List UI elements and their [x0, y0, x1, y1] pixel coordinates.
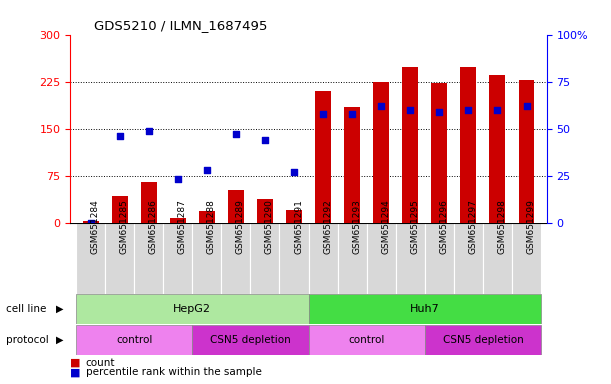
Bar [112, 196, 128, 223]
Point [260, 137, 270, 143]
Bar [76, 223, 105, 294]
Text: GSM651290: GSM651290 [265, 199, 274, 254]
Bar [309, 325, 425, 354]
Point [434, 109, 444, 115]
Text: GSM651291: GSM651291 [294, 199, 303, 254]
Text: protocol: protocol [6, 335, 49, 345]
Text: Huh7: Huh7 [410, 304, 440, 314]
Point [86, 220, 95, 226]
Text: control: control [116, 335, 152, 345]
Bar [425, 223, 454, 294]
Bar [257, 199, 273, 223]
Bar [76, 295, 309, 324]
Bar [286, 210, 302, 223]
Text: GSM651295: GSM651295 [410, 199, 419, 254]
Bar [228, 190, 244, 223]
Bar [454, 223, 483, 294]
Bar [431, 83, 447, 223]
Text: GSM651297: GSM651297 [469, 199, 477, 254]
Text: GSM651299: GSM651299 [527, 199, 535, 254]
Text: GSM651289: GSM651289 [236, 199, 245, 254]
Bar [76, 325, 192, 354]
Point [115, 133, 125, 139]
Text: CSN5 depletion: CSN5 depletion [442, 335, 523, 345]
Text: CSN5 depletion: CSN5 depletion [210, 335, 291, 345]
Bar [163, 223, 192, 294]
Bar [315, 91, 331, 223]
Bar [373, 82, 389, 223]
Bar [192, 325, 309, 354]
Text: count: count [86, 358, 115, 368]
Bar [344, 107, 360, 223]
Point [231, 131, 241, 137]
Bar [396, 223, 425, 294]
Bar [82, 222, 98, 223]
Bar [483, 223, 512, 294]
Bar [134, 223, 163, 294]
Bar [461, 67, 477, 223]
Text: GSM651296: GSM651296 [439, 199, 448, 254]
Bar [489, 75, 505, 223]
Point [289, 169, 299, 175]
Point [173, 176, 183, 182]
Text: ■: ■ [70, 367, 81, 377]
Bar [425, 325, 541, 354]
Point [464, 107, 474, 113]
Point [144, 127, 153, 134]
Point [347, 111, 357, 117]
Text: cell line: cell line [6, 304, 46, 314]
Text: GSM651288: GSM651288 [207, 199, 216, 254]
Point [318, 111, 328, 117]
Text: GSM651285: GSM651285 [120, 199, 129, 254]
Text: percentile rank within the sample: percentile rank within the sample [86, 367, 262, 377]
Bar [519, 80, 535, 223]
Text: ▶: ▶ [56, 335, 64, 345]
Bar [170, 218, 186, 223]
Point [202, 167, 212, 173]
Point [405, 107, 415, 113]
Text: GDS5210 / ILMN_1687495: GDS5210 / ILMN_1687495 [94, 19, 268, 32]
Bar [309, 223, 338, 294]
Bar [199, 212, 215, 223]
Text: ▶: ▶ [56, 304, 64, 314]
Text: GSM651286: GSM651286 [148, 199, 158, 254]
Text: ■: ■ [70, 358, 81, 368]
Bar [105, 223, 134, 294]
Bar [338, 223, 367, 294]
Text: GSM651287: GSM651287 [178, 199, 187, 254]
Bar [309, 295, 541, 324]
Bar [512, 223, 541, 294]
Text: GSM651284: GSM651284 [90, 199, 100, 254]
Text: GSM651294: GSM651294 [381, 199, 390, 254]
Text: control: control [348, 335, 385, 345]
Point [522, 103, 532, 109]
Bar [141, 182, 156, 223]
Text: GSM651298: GSM651298 [497, 199, 507, 254]
Point [492, 107, 502, 113]
Bar [192, 223, 221, 294]
Bar [251, 223, 279, 294]
Bar [221, 223, 251, 294]
Text: GSM651293: GSM651293 [352, 199, 361, 254]
Text: GSM651292: GSM651292 [323, 199, 332, 254]
Point [376, 103, 386, 109]
Bar [402, 67, 419, 223]
Text: HepG2: HepG2 [174, 304, 211, 314]
Bar [367, 223, 396, 294]
Bar [279, 223, 309, 294]
